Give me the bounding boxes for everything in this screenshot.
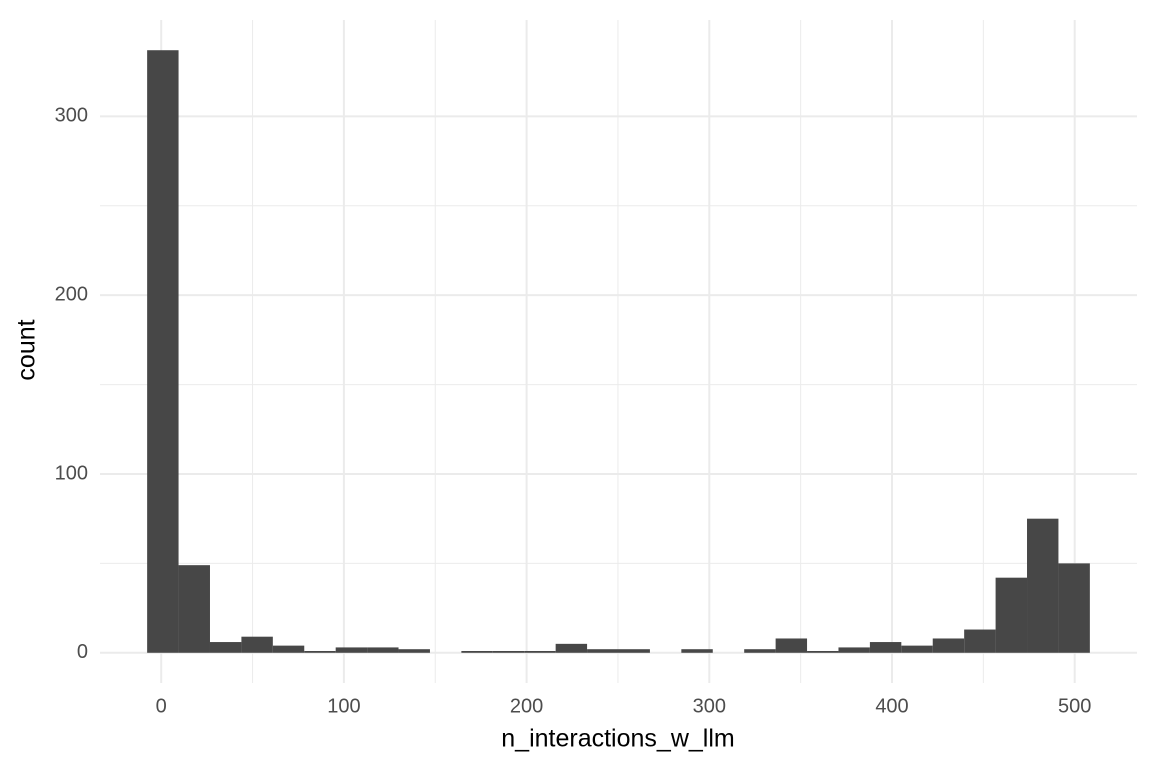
bar	[744, 649, 776, 653]
bar	[1027, 518, 1059, 653]
y-tick-label: 300	[55, 105, 88, 127]
bar	[681, 649, 713, 653]
bar	[524, 650, 556, 653]
bar	[367, 647, 399, 653]
x-tick-label: 400	[875, 695, 908, 717]
y-axis-title: count	[13, 319, 41, 380]
x-tick-label: 100	[327, 695, 360, 717]
bar	[1058, 563, 1090, 653]
bar	[995, 577, 1028, 653]
grid	[100, 20, 1137, 683]
x-tick-label: 0	[156, 695, 167, 717]
bar	[618, 649, 650, 653]
x-tick-label: 200	[510, 695, 543, 717]
bar	[209, 642, 242, 653]
bar	[901, 645, 933, 653]
bar	[492, 650, 525, 653]
x-tick-label: 500	[1058, 695, 1091, 717]
bar	[147, 50, 179, 653]
bar	[587, 649, 619, 653]
bar	[272, 645, 305, 653]
bar	[775, 638, 808, 653]
bar	[964, 629, 996, 653]
bar	[555, 643, 588, 653]
y-tick-label: 100	[55, 462, 88, 484]
bar	[335, 647, 368, 653]
bar	[398, 649, 430, 653]
bar	[241, 636, 273, 653]
y-tick-label: 0	[77, 641, 88, 663]
bar	[178, 565, 210, 653]
bar	[461, 650, 493, 653]
y-tick-label: 200	[55, 283, 88, 305]
x-tick-label: 300	[693, 695, 726, 717]
bar	[304, 650, 336, 653]
bar	[807, 650, 839, 653]
bar	[932, 638, 965, 653]
bar	[869, 642, 902, 653]
bar	[838, 647, 870, 653]
bars	[147, 50, 1090, 653]
x-axis-title: n_interactions_w_llm	[501, 725, 734, 753]
